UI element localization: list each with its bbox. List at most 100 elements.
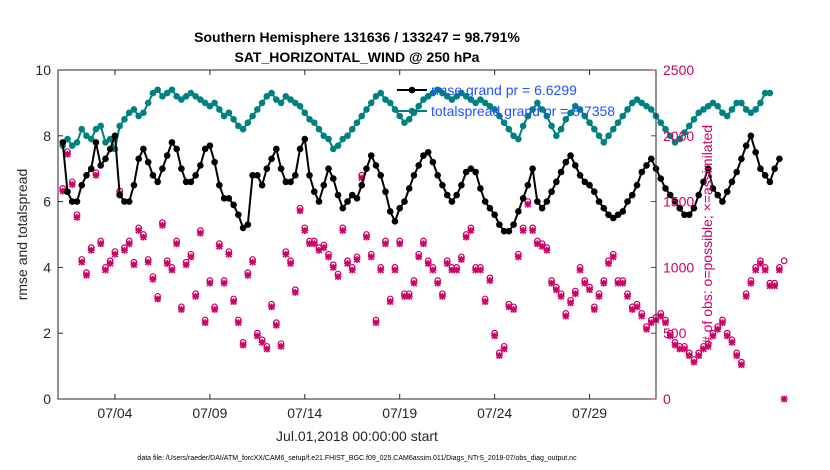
obs-assimilated-marker (135, 227, 143, 234)
obs-assimilated-marker (476, 266, 484, 274)
rmse-point (500, 227, 508, 235)
obs-assimilated-marker (377, 266, 385, 274)
totalspread-point (377, 89, 385, 97)
rmse-point (192, 171, 199, 179)
rmse-point (263, 165, 271, 172)
rmse-point (367, 152, 375, 159)
rmse-point (690, 204, 698, 212)
obs-assimilated-marker (700, 345, 707, 353)
rmse-point (121, 198, 128, 205)
obs-assimilated-marker (102, 266, 109, 274)
rmse-point (524, 181, 532, 189)
totalspread-point (752, 106, 759, 113)
rmse-point (519, 195, 527, 202)
obs-assimilated-marker (443, 260, 451, 267)
totalspread-point (742, 106, 750, 113)
totalspread-point (87, 135, 95, 143)
obs-assimilated-marker (92, 171, 100, 179)
obs-assimilated-marker (405, 292, 413, 300)
rmse-point (306, 171, 313, 179)
y-tick-label: 6 (43, 194, 51, 210)
totalspread-point (258, 99, 266, 107)
totalspread-point (462, 93, 470, 100)
obs-assimilated-marker (230, 298, 238, 306)
totalspread-point (235, 122, 242, 130)
obs-assimilated-marker (458, 256, 465, 263)
totalspread-point (572, 102, 579, 110)
obs-assimilated-marker (177, 306, 185, 313)
totalspread-point (187, 89, 195, 97)
obs-assimilated-marker (363, 233, 370, 241)
obs-assimilated-marker (125, 240, 133, 248)
rmse-point (296, 145, 304, 153)
rmse-point (206, 142, 214, 149)
obs-assimilated-marker (567, 299, 574, 307)
totalspread-point (581, 112, 589, 120)
rmse-point (572, 162, 579, 169)
rmse-point (481, 198, 489, 205)
obs-assimilated-marker (662, 319, 669, 327)
rmse-point (292, 171, 299, 179)
totalspread-point (372, 93, 380, 100)
obs-assimilated-marker (348, 266, 356, 274)
obs-assimilated-marker (775, 266, 783, 274)
y2-tick-label: 2000 (663, 128, 694, 144)
rmse-point (154, 178, 161, 186)
totalspread-point (310, 119, 318, 126)
rmse-point (197, 162, 204, 169)
rmse-point (244, 221, 252, 228)
totalspread-point (367, 99, 375, 107)
rmse-point (249, 171, 256, 179)
totalspread-point (728, 106, 736, 113)
legend-rmse-marker (408, 86, 416, 94)
totalspread-series (59, 86, 774, 153)
totalspread-point (348, 125, 356, 133)
totalspread-point (206, 102, 214, 110)
obs-assimilated-marker (681, 345, 688, 353)
obs-assimilated-marker (253, 332, 261, 340)
totalspread-point (334, 142, 342, 149)
rmse-point (182, 178, 190, 186)
rmse-point (201, 145, 209, 153)
rmse-point (225, 195, 233, 202)
obs-assimilated-marker (325, 253, 332, 261)
totalspread-point (135, 112, 142, 120)
totalspread-point (268, 89, 275, 97)
x-axis: 07/04 07/09 07/14 07/19 07/24 07/29 (97, 70, 607, 421)
obs-assimilated-marker (329, 264, 337, 271)
obs-assimilated-marker (310, 240, 318, 248)
totalspread-point (481, 99, 489, 107)
obs-assimilated-marker (121, 246, 128, 254)
obs-assimilated-marker (420, 240, 427, 248)
rmse-point (591, 188, 598, 196)
obs-assimilated-marker (396, 240, 404, 248)
rmse-point (638, 168, 646, 176)
totalspread-point (273, 96, 280, 103)
x-tick-label: 07/24 (477, 405, 512, 421)
totalspread-point (415, 102, 422, 110)
rmse-point (168, 139, 176, 146)
rmse-point (752, 148, 759, 156)
totalspread-point (671, 139, 679, 146)
totalspread-point (600, 139, 608, 146)
obs-assimilated-marker (282, 250, 290, 258)
obs-assimilated-marker (320, 244, 328, 252)
obs-assimilated-marker (439, 292, 446, 300)
obs-assimilated-marker (624, 292, 631, 300)
obs-assimilated-marker (571, 290, 579, 298)
rmse-point (462, 168, 470, 176)
totalspread-point (144, 99, 152, 107)
y2-tick-label: 0 (663, 391, 671, 407)
obs-assimilated-marker (690, 358, 698, 366)
rmse-point (320, 181, 328, 189)
rmse-point (586, 181, 593, 189)
rmse-point (776, 155, 783, 163)
rmse-point (78, 181, 86, 189)
legend-spread-marker (408, 107, 416, 115)
totalspread-point (154, 86, 161, 94)
rmse-point (581, 178, 589, 186)
rmse-point (277, 165, 285, 172)
rmse-point (704, 165, 712, 172)
rmse-point (562, 158, 570, 166)
obs-assimilated-marker (111, 250, 119, 258)
